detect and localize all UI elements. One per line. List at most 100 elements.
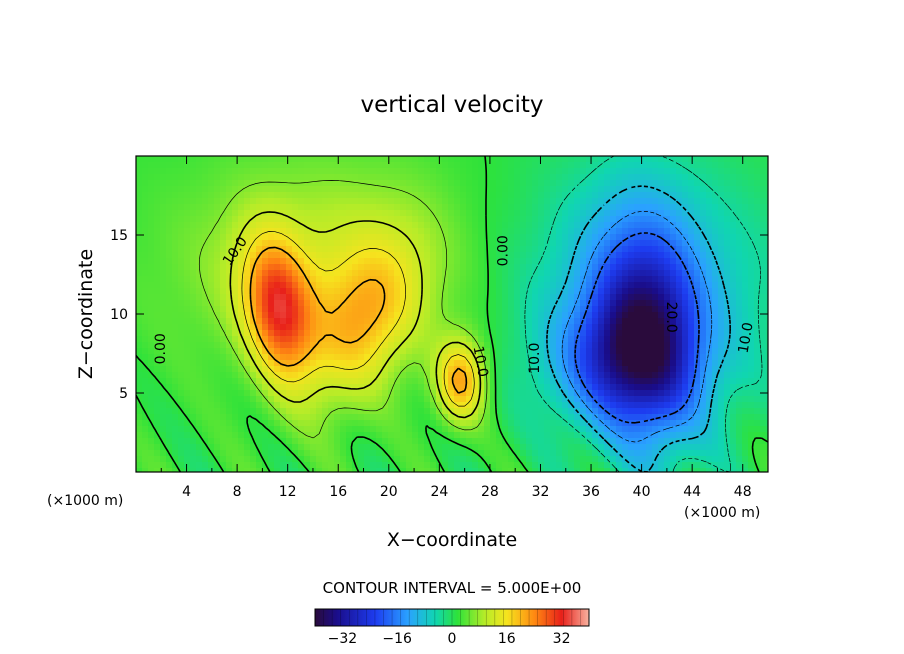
- field-cell: [214, 432, 221, 439]
- field-cell: [310, 456, 317, 463]
- field-cell: [694, 420, 701, 427]
- field-cell: [508, 432, 515, 439]
- field-cell: [358, 288, 365, 295]
- field-cell: [658, 408, 665, 415]
- field-cell: [604, 396, 611, 403]
- field-cell: [196, 204, 203, 211]
- field-cell: [328, 186, 335, 193]
- field-cell: [556, 372, 563, 379]
- field-cell: [328, 342, 335, 349]
- field-cell: [502, 264, 509, 271]
- field-cell: [610, 444, 617, 451]
- field-cell: [154, 402, 161, 409]
- field-cell: [406, 372, 413, 379]
- field-cell: [256, 174, 263, 181]
- field-cell: [442, 432, 449, 439]
- field-cell: [298, 420, 305, 427]
- field-cell: [580, 408, 587, 415]
- field-cell: [172, 348, 179, 355]
- field-cell: [610, 282, 617, 289]
- field-cell: [274, 456, 281, 463]
- field-cell: [532, 186, 539, 193]
- field-cell: [274, 330, 281, 337]
- field-cell: [598, 174, 605, 181]
- field-cell: [400, 240, 407, 247]
- field-cell: [694, 294, 701, 301]
- field-cell: [502, 342, 509, 349]
- field-cell: [160, 156, 167, 163]
- field-cell: [580, 180, 587, 187]
- field-cell: [166, 324, 173, 331]
- field-cell: [250, 354, 257, 361]
- field-cell: [328, 264, 335, 271]
- field-cell: [634, 306, 641, 313]
- field-cell: [148, 378, 155, 385]
- field-cell: [628, 348, 635, 355]
- field-cell: [562, 330, 569, 337]
- field-cell: [412, 168, 419, 175]
- field-cell: [496, 390, 503, 397]
- field-cell: [448, 186, 455, 193]
- field-cell: [664, 264, 671, 271]
- field-cell: [646, 264, 653, 271]
- field-cell: [682, 168, 689, 175]
- field-cell: [154, 378, 161, 385]
- field-cell: [328, 438, 335, 445]
- field-cell: [160, 198, 167, 205]
- field-cell: [292, 294, 299, 301]
- field-cell: [490, 450, 497, 457]
- field-cell: [214, 204, 221, 211]
- field-cell: [562, 222, 569, 229]
- field-cell: [418, 156, 425, 163]
- field-cell: [226, 444, 233, 451]
- field-cell: [514, 414, 521, 421]
- field-cell: [532, 432, 539, 439]
- field-cell: [586, 312, 593, 319]
- field-cell: [388, 450, 395, 457]
- field-cell: [520, 252, 527, 259]
- field-cell: [334, 288, 341, 295]
- field-cell: [370, 348, 377, 355]
- field-cell: [202, 228, 209, 235]
- field-cell: [616, 288, 623, 295]
- field-cell: [250, 444, 257, 451]
- field-cell: [142, 378, 149, 385]
- field-cell: [232, 186, 239, 193]
- field-cell: [202, 198, 209, 205]
- field-cell: [442, 378, 449, 385]
- field-cell: [232, 300, 239, 307]
- field-cell: [322, 390, 329, 397]
- field-cell: [280, 234, 287, 241]
- field-cell: [346, 426, 353, 433]
- field-cell: [364, 330, 371, 337]
- field-cell: [502, 354, 509, 361]
- field-cell: [346, 462, 353, 469]
- field-cell: [670, 348, 677, 355]
- field-cell: [580, 342, 587, 349]
- field-cell: [448, 348, 455, 355]
- field-cell: [394, 450, 401, 457]
- field-cell: [262, 378, 269, 385]
- field-cell: [556, 228, 563, 235]
- field-cell: [316, 318, 323, 325]
- field-cell: [682, 468, 689, 472]
- field-cell: [634, 372, 641, 379]
- field-cell: [370, 450, 377, 457]
- field-cell: [604, 180, 611, 187]
- field-cell: [682, 384, 689, 391]
- field-cell: [466, 378, 473, 385]
- field-cell: [598, 216, 605, 223]
- field-cell: [166, 468, 173, 472]
- field-cell: [442, 198, 449, 205]
- field-cell: [316, 252, 323, 259]
- field-cell: [250, 450, 257, 457]
- field-cell: [250, 288, 257, 295]
- field-cell: [496, 378, 503, 385]
- field-cell: [580, 312, 587, 319]
- field-cell: [664, 204, 671, 211]
- field-cell: [424, 312, 431, 319]
- field-cell: [532, 354, 539, 361]
- field-cell: [514, 438, 521, 445]
- field-cell: [382, 390, 389, 397]
- field-cell: [694, 282, 701, 289]
